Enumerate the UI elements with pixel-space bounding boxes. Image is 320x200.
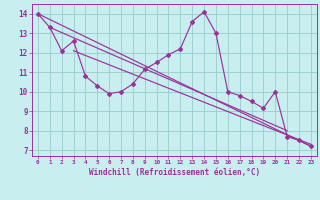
X-axis label: Windchill (Refroidissement éolien,°C): Windchill (Refroidissement éolien,°C) <box>89 168 260 177</box>
